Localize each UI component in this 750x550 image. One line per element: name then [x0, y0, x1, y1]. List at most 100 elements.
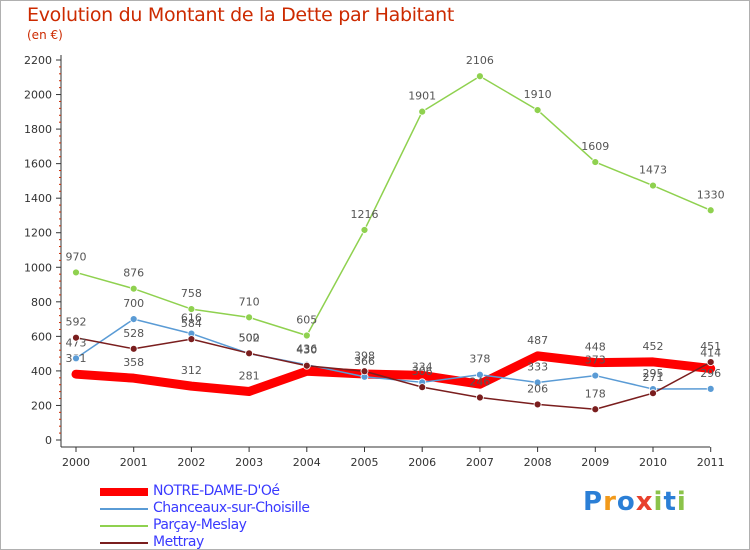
legend-label: Chanceaux-sur-Choisille: [153, 500, 310, 516]
data-point-2: [302, 331, 311, 340]
data-point-2: [360, 226, 369, 234]
data-label-2: 1910: [524, 88, 552, 101]
data-point-3: [475, 393, 484, 402]
data-label-0: 414: [700, 346, 721, 359]
data-label-1: 295: [643, 367, 664, 380]
data-label-1: 436: [296, 343, 317, 356]
data-label-0: 281: [239, 369, 260, 382]
data-point-3: [533, 400, 542, 409]
data-label-0: 312: [181, 364, 202, 377]
x-tick-label: 2004: [293, 456, 321, 469]
logo-letter: r: [603, 487, 617, 517]
data-label-2: 1473: [639, 164, 667, 177]
data-point-3: [706, 358, 715, 367]
x-tick-label: 2000: [62, 456, 90, 469]
data-label-1: 366: [354, 355, 375, 368]
data-label-3: 451: [700, 340, 721, 353]
data-label-1: 700: [123, 297, 144, 310]
series-line-3: [75, 336, 712, 411]
logo-letter: x: [635, 487, 654, 517]
data-label-1: 473: [66, 336, 87, 349]
data-label-1: 500: [239, 332, 260, 345]
legend-swatch: [100, 508, 148, 510]
data-point-2: [475, 72, 484, 81]
data-point-1: [475, 370, 484, 379]
data-point-2: [245, 313, 254, 322]
data-label-3: 528: [123, 327, 144, 340]
data-point-2: [706, 206, 715, 215]
x-tick-label: 2006: [408, 456, 436, 469]
series-line-0: [71, 351, 716, 396]
chart-title: Evolution du Montant de la Dette par Hab…: [27, 4, 455, 26]
data-label-2: 1216: [351, 208, 379, 221]
y-tick-label: 1400: [24, 192, 52, 205]
data-point-3: [129, 344, 138, 353]
legend-swatch: [100, 488, 148, 496]
data-label-1: 333: [527, 360, 548, 373]
y-tick-label: 2000: [24, 89, 52, 102]
data-point-2: [649, 181, 657, 190]
x-tick-label: 2002: [177, 456, 205, 469]
legend-label: Parçay-Meslay: [153, 517, 247, 533]
y-tick-label: 600: [31, 330, 52, 343]
legend-swatch: [100, 525, 148, 527]
data-label-3: 306: [412, 365, 433, 378]
data-point-3: [302, 361, 311, 370]
data-label-1: 378: [469, 353, 490, 366]
data-label-2: 970: [66, 250, 87, 263]
data-point-2: [129, 284, 138, 293]
data-point-2: [591, 158, 600, 166]
data-label-2: 758: [181, 287, 202, 300]
data-label-1: 296: [700, 367, 721, 380]
data-point-2: [187, 305, 196, 313]
data-point-3: [245, 349, 254, 358]
data-point-3: [187, 335, 196, 344]
x-tick-label: 2005: [351, 456, 379, 469]
data-point-2: [72, 268, 80, 277]
data-label-2: 2106: [466, 54, 494, 67]
data-label-2: 1609: [581, 140, 609, 153]
data-label-3: 430: [296, 344, 317, 357]
data-label-0: 452: [643, 340, 664, 353]
x-tick-label: 2003: [235, 456, 263, 469]
data-label-0: 487: [527, 334, 548, 347]
proxiti-logo: Proxiti: [583, 487, 687, 517]
series-line-2: [75, 75, 712, 337]
data-point-1: [72, 354, 80, 363]
data-label-3: 398: [354, 349, 375, 362]
legend-swatch: [100, 542, 148, 544]
data-label-2: 1330: [697, 188, 725, 201]
x-tick-label: 2001: [120, 456, 148, 469]
logo-letter: o: [616, 487, 636, 517]
data-point-2: [533, 106, 542, 114]
data-label-2: 710: [239, 295, 260, 308]
chart-subtitle: (en €): [27, 28, 63, 42]
y-tick-label: 0: [45, 434, 52, 447]
x-tick-label: 2010: [639, 456, 667, 469]
legend-label: NOTRE-DAME-D'Oé: [153, 483, 280, 499]
data-point-3: [649, 389, 657, 398]
data-label-1: 334: [412, 360, 433, 373]
y-tick-label: 800: [31, 296, 52, 309]
y-tick-label: 1000: [24, 261, 52, 274]
data-label-3: 246: [469, 376, 490, 389]
x-tick-label: 2007: [466, 456, 494, 469]
data-label-0: 448: [585, 341, 606, 354]
logo-letter: i: [653, 487, 664, 517]
data-point-1: [533, 378, 542, 387]
legend-label: Mettray: [153, 534, 204, 550]
y-tick-label: 1600: [24, 158, 52, 171]
logo-letter: i: [676, 487, 687, 517]
data-label-3: 592: [66, 316, 87, 329]
data-label-3: 502: [239, 331, 260, 344]
x-tick-label: 2011: [697, 456, 725, 469]
data-label-1: 616: [181, 312, 202, 325]
y-tick-label: 1200: [24, 227, 52, 240]
data-label-2: 1901: [408, 90, 436, 103]
x-tick-label: 2009: [581, 456, 609, 469]
data-point-3: [418, 383, 427, 392]
data-label-0: 358: [123, 356, 144, 369]
data-label-2: 605: [296, 314, 317, 327]
